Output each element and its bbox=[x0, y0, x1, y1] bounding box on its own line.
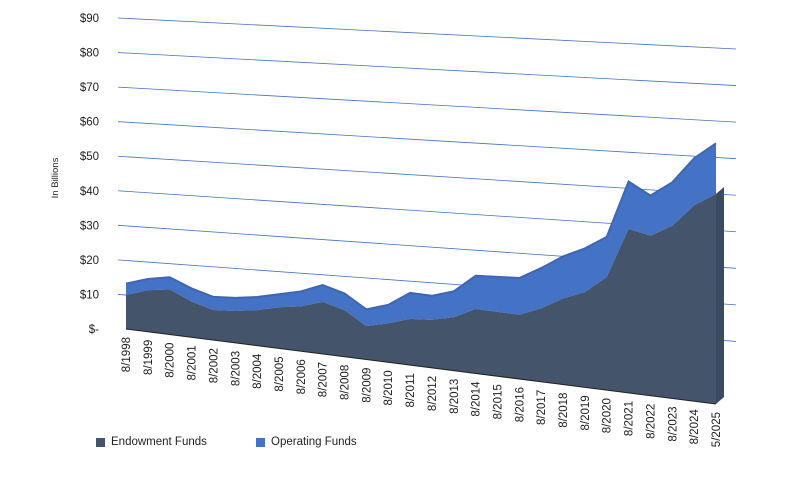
x-tick-label: 8/2004 bbox=[252, 353, 264, 389]
x-tick-label: 8/2015 bbox=[492, 384, 504, 419]
gridline bbox=[117, 86, 737, 123]
gridlines bbox=[117, 17, 737, 342]
x-tick-label: 8/2020 bbox=[602, 398, 614, 433]
gridline bbox=[117, 17, 737, 50]
x-tick-label: 8/2006 bbox=[296, 359, 308, 394]
y-tick-label: $30 bbox=[80, 220, 99, 232]
x-tick-label: 8/2009 bbox=[361, 368, 373, 403]
x-tick-label: 8/2001 bbox=[187, 345, 199, 380]
area-endowment-funds bbox=[126, 194, 716, 404]
x-tick-label: 8/2016 bbox=[514, 387, 526, 422]
y-axis-ticks: $- $10 $20 $30 $40 $50 $60 $70 $80 $90 bbox=[80, 13, 99, 336]
x-tick-label: 8/2019 bbox=[580, 395, 592, 430]
legend-swatch-endowment bbox=[96, 437, 105, 447]
y-tick-label: $40 bbox=[80, 186, 99, 198]
y-tick-label: $- bbox=[89, 324, 99, 336]
x-tick-label: 8/2014 bbox=[471, 381, 483, 417]
legend-item-operating: Operating Funds bbox=[256, 436, 357, 448]
chart-areas bbox=[125, 142, 724, 405]
y-tick-label: $50 bbox=[80, 151, 99, 163]
x-tick-label: 8/2024 bbox=[689, 409, 701, 445]
x-tick-label: 8/2022 bbox=[645, 404, 657, 439]
x-axis-ticks: 8/1998 8/1999 8/2000 8/2001 8/2002 8/2003 8/20… bbox=[121, 337, 723, 447]
x-tick-label: 5/2025 bbox=[711, 412, 723, 447]
x-tick-label: 8/2017 bbox=[536, 390, 548, 425]
x-tick-label: 8/1998 bbox=[121, 337, 133, 372]
x-tick-label: 8/2010 bbox=[383, 370, 395, 405]
area-operating-funds bbox=[126, 143, 716, 327]
gridline bbox=[117, 155, 737, 196]
x-tick-label: 8/2008 bbox=[340, 365, 352, 400]
x-tick-label: 8/2012 bbox=[427, 376, 439, 411]
y-tick-label: $90 bbox=[80, 13, 99, 25]
x-tick-label: 8/2023 bbox=[667, 406, 679, 441]
x-tick-label: 8/2000 bbox=[165, 343, 177, 378]
area-side-face bbox=[716, 187, 724, 404]
x-tick-label: 8/2013 bbox=[449, 379, 461, 414]
gridline bbox=[117, 52, 737, 86]
y-tick-label: $60 bbox=[80, 117, 99, 129]
y-tick-label: $10 bbox=[80, 289, 99, 301]
x-tick-label: 8/2003 bbox=[230, 351, 242, 386]
x-tick-label: 8/1999 bbox=[143, 340, 155, 375]
legend-label-endowment: Endowment Funds bbox=[111, 436, 207, 448]
y-tick-label: $70 bbox=[80, 82, 99, 94]
operating-top-edge bbox=[125, 142, 717, 311]
x-tick-label: 8/2005 bbox=[274, 356, 286, 391]
x-axis-line bbox=[125, 328, 717, 405]
x-tick-label: 8/2002 bbox=[208, 348, 220, 383]
x-tick-label: 8/2007 bbox=[318, 362, 330, 397]
y-axis-label: In Billions bbox=[50, 157, 61, 198]
x-tick-label: 8/2018 bbox=[558, 393, 570, 428]
legend-label-operating: Operating Funds bbox=[271, 436, 357, 448]
gridline bbox=[117, 121, 737, 160]
y-tick-label: $20 bbox=[80, 255, 99, 267]
x-tick-label: 8/2011 bbox=[405, 373, 417, 407]
y-tick-label: $80 bbox=[80, 48, 99, 60]
legend-swatch-operating bbox=[256, 437, 265, 447]
x-tick-label: 8/2021 bbox=[624, 401, 636, 436]
legend-item-endowment: Endowment Funds bbox=[96, 436, 207, 448]
